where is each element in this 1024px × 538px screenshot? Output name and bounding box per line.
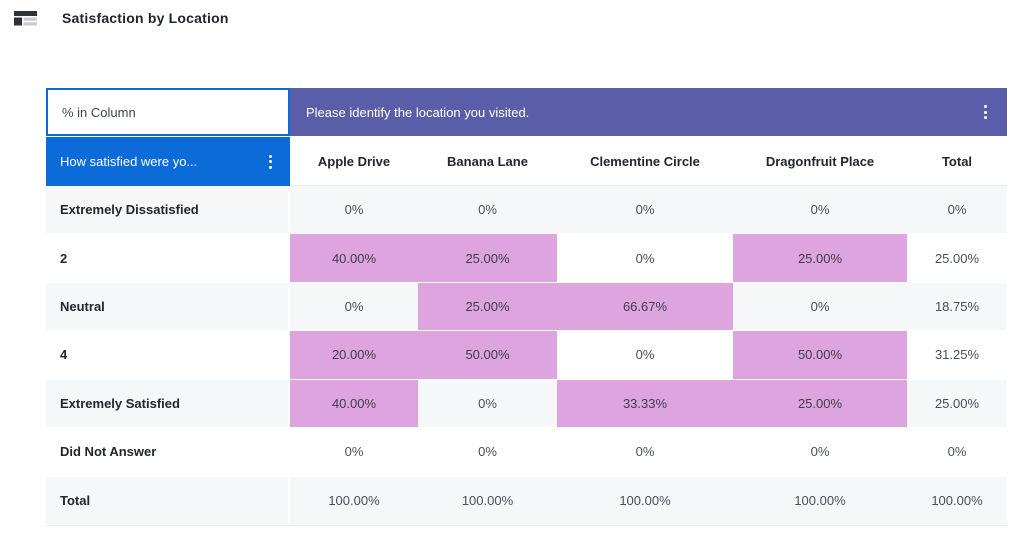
data-cell: 100.00%: [907, 476, 1007, 525]
stub-question-label: How satisfied were yo...: [60, 154, 198, 169]
data-cell: 0%: [290, 186, 418, 235]
table-row: Did Not Answer 0% 0% 0% 0% 0%: [46, 428, 1007, 477]
data-cell: 0%: [290, 282, 418, 332]
table-row: Neutral 0% 25.00% 66.67% 0% 18.75%: [46, 282, 1007, 332]
column-header-banana-lane: Banana Lane: [418, 137, 557, 186]
data-cell: 25.00%: [733, 234, 907, 283]
stub-question-cell[interactable]: How satisfied were yo...: [46, 137, 290, 186]
stub-kebab-menu-icon[interactable]: [266, 151, 275, 173]
corner-cell[interactable]: % in Column: [46, 88, 290, 136]
crosstab-table-icon: [14, 10, 38, 26]
row-label: Extremely Dissatisfied: [46, 186, 290, 235]
banner-question-label: Please identify the location you visited…: [306, 104, 530, 120]
row-label: Did Not Answer: [46, 428, 290, 477]
data-cell: 100.00%: [733, 476, 907, 525]
table-body: Extremely Dissatisfied 0% 0% 0% 0% 0% 2 …: [46, 186, 1007, 525]
data-cell: 0%: [557, 331, 733, 380]
data-cell: 0%: [290, 428, 418, 477]
data-cell: 25.00%: [733, 379, 907, 429]
data-cell: 25.00%: [418, 234, 557, 283]
row-label: 2: [46, 234, 290, 283]
data-cell: 50.00%: [418, 331, 557, 380]
data-cell: 0%: [907, 186, 1007, 235]
table-row: 4 20.00% 50.00% 0% 50.00% 31.25%: [46, 331, 1007, 380]
data-cell: 0%: [907, 428, 1007, 477]
data-cell: 50.00%: [733, 331, 907, 380]
column-header-row: How satisfied were yo... Apple Drive Ban…: [46, 137, 1007, 186]
row-label: Extremely Satisfied: [46, 379, 290, 429]
column-header-dragonfruit-place: Dragonfruit Place: [733, 137, 907, 186]
data-cell: 0%: [557, 186, 733, 235]
data-cell: 25.00%: [907, 379, 1007, 429]
banner-header-row: % in Column Please identify the location…: [46, 88, 1007, 136]
corner-label: % in Column: [62, 104, 136, 120]
data-cell: 0%: [733, 428, 907, 477]
table-row-total: Total 100.00% 100.00% 100.00% 100.00% 10…: [46, 476, 1007, 525]
data-cell: 100.00%: [418, 476, 557, 525]
data-cell: 0%: [418, 186, 557, 235]
data-cell: 66.67%: [557, 282, 733, 332]
column-header-total: Total: [907, 137, 1007, 186]
table-row: Extremely Satisfied 40.00% 0% 33.33% 25.…: [46, 379, 1007, 429]
column-header-apple-drive: Apple Drive: [290, 137, 418, 186]
data-cell: 25.00%: [907, 234, 1007, 283]
data-cell: 0%: [557, 428, 733, 477]
page-header: Satisfaction by Location: [14, 10, 229, 26]
banner-question-cell[interactable]: Please identify the location you visited…: [290, 88, 1007, 136]
data-cell: 40.00%: [290, 379, 418, 429]
row-label: Neutral: [46, 282, 290, 332]
data-cell: 100.00%: [290, 476, 418, 525]
data-cell: 0%: [418, 379, 557, 429]
data-cell: 20.00%: [290, 331, 418, 380]
data-cell: 40.00%: [290, 234, 418, 283]
data-cell: 18.75%: [907, 282, 1007, 332]
data-cell: 25.00%: [418, 282, 557, 332]
table-row: 2 40.00% 25.00% 0% 25.00% 25.00%: [46, 234, 1007, 283]
row-label: Total: [46, 476, 290, 525]
crosstab-table: % in Column Please identify the location…: [46, 88, 1007, 526]
table-row: Extremely Dissatisfied 0% 0% 0% 0% 0%: [46, 186, 1007, 235]
page-title: Satisfaction by Location: [62, 10, 229, 26]
data-cell: 0%: [733, 282, 907, 332]
data-cell: 0%: [557, 234, 733, 283]
row-label: 4: [46, 331, 290, 380]
data-cell: 100.00%: [557, 476, 733, 525]
column-header-clementine-circle: Clementine Circle: [557, 137, 733, 186]
banner-kebab-menu-icon[interactable]: [981, 101, 990, 123]
data-cell: 31.25%: [907, 331, 1007, 380]
data-cell: 0%: [733, 186, 907, 235]
data-cell: 0%: [418, 428, 557, 477]
data-cell: 33.33%: [557, 379, 733, 429]
